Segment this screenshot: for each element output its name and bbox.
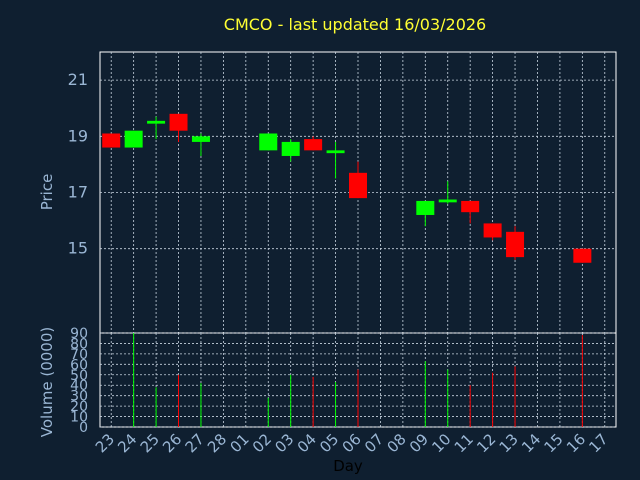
candle-body [349, 172, 367, 199]
candle-body [191, 136, 210, 142]
candle-body [461, 200, 480, 213]
candle-body [326, 150, 345, 154]
x-ticks: 2324252627280102030405060708091011121314… [92, 430, 612, 456]
volume-tick-label: 20 [70, 399, 88, 415]
candle-body [281, 141, 300, 156]
chart-title: CMCO - last updated 16/03/2026 [224, 15, 486, 34]
candle-body [438, 199, 457, 203]
volume-tick-label: 90 [70, 326, 88, 342]
volume-tick-label: 0 [79, 420, 88, 436]
price-y-ticks: 15 17 19 21 [68, 70, 88, 258]
volume-tick-label: 10 [70, 410, 88, 426]
x-tick-label: 17 [585, 430, 611, 456]
volume-tick-label: 70 [70, 347, 88, 363]
price-tick-label: 15 [68, 239, 88, 258]
candle-body [102, 133, 121, 148]
volume-bars [133, 333, 583, 427]
candle-body [573, 248, 592, 263]
candle-body [304, 139, 323, 151]
candle-body [147, 120, 166, 124]
price-axis-label: Price [38, 174, 56, 211]
price-tick-label: 21 [68, 70, 88, 89]
price-gridlines [100, 52, 616, 333]
volume-tick-label: 60 [70, 357, 88, 373]
volume-tick-label: 80 [70, 336, 88, 352]
volume-tick-label: 30 [70, 389, 88, 405]
candle-body [169, 113, 188, 131]
candle-body [259, 133, 278, 151]
candle-body [483, 223, 502, 238]
price-tick-label: 19 [68, 126, 88, 145]
volume-tick-label: 40 [70, 378, 88, 394]
volume-axis-label: Volume (0000) [38, 327, 56, 437]
candle-body [124, 130, 143, 148]
candlesticks [102, 113, 592, 263]
candle-body [416, 200, 435, 215]
candle-body [506, 231, 525, 258]
volume-tick-label: 50 [70, 368, 88, 384]
price-tick-label: 17 [68, 183, 88, 202]
price-panel: 15 17 19 21 Price [38, 51, 617, 334]
x-axis-label: Day [333, 457, 363, 475]
